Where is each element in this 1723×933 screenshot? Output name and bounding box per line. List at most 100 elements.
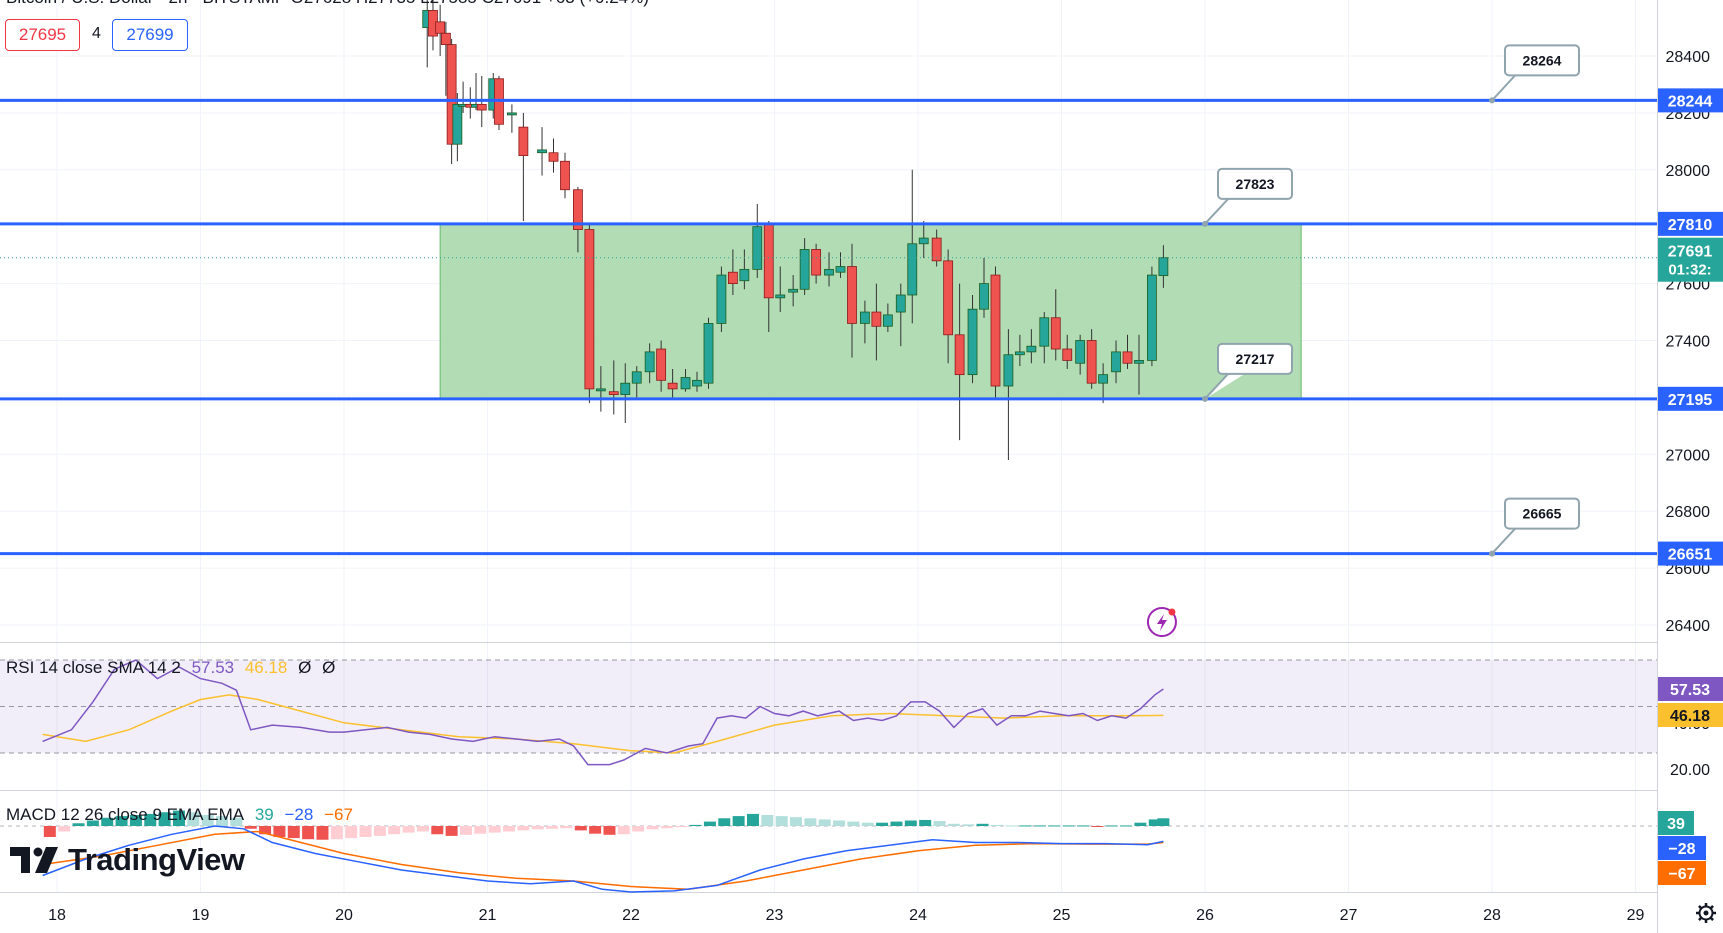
candle-body	[440, 32, 451, 46]
candle-body	[1122, 351, 1133, 364]
macd-histogram-bar	[531, 826, 544, 830]
current-price-tag	[1658, 237, 1723, 282]
macd-legend[interactable]: MACD 12 26 close 9 EMA EMA 39 −28 −67	[6, 805, 359, 825]
macd-histogram-bar	[488, 826, 501, 833]
macd-line	[42, 825, 1164, 893]
candle-body	[703, 323, 714, 384]
tradingview-logo[interactable]: TradingView	[10, 842, 245, 878]
candle-body	[644, 351, 655, 373]
price-callout	[1504, 44, 1580, 77]
candle-body	[667, 382, 678, 390]
candle-body	[967, 308, 978, 376]
macd-histogram-bar	[718, 818, 731, 826]
candle-body	[739, 268, 750, 282]
candle-body	[620, 382, 631, 395]
macd-histogram-bar	[359, 826, 372, 837]
tradingview-logo-icon	[10, 847, 58, 873]
macd-histogram-bar	[72, 823, 85, 826]
level-price-tag-label: 26651	[1668, 547, 1713, 564]
time-tick-label: 22	[622, 907, 640, 924]
candle-body	[716, 274, 727, 324]
macd-histogram-bar	[1019, 825, 1032, 827]
macd-histogram-bar	[560, 826, 573, 829]
notification-dot-icon	[1168, 608, 1176, 616]
candle-body	[907, 243, 918, 296]
level-price-tag-label: 27195	[1668, 392, 1713, 409]
candle-body	[871, 311, 882, 327]
level-price-tag-label: 27810	[1668, 217, 1713, 234]
macd-histogram-bar	[1148, 819, 1161, 826]
candle-body	[882, 314, 893, 327]
time-tick-label: 23	[766, 907, 784, 924]
candle-body	[1039, 317, 1050, 347]
macd-histogram-bar	[388, 826, 401, 835]
time-tick-label: 29	[1627, 907, 1645, 924]
macd-histogram-bar	[1033, 825, 1046, 827]
candle-body	[656, 348, 667, 381]
macd-histogram-bar	[1134, 822, 1147, 826]
candle-body	[1075, 340, 1086, 364]
rsi-sma-tag-label: 46.18	[1670, 708, 1710, 725]
candle-body	[560, 160, 570, 191]
macd-histogram-bar	[230, 817, 243, 826]
candle-body	[1134, 360, 1144, 364]
candle-body	[631, 371, 642, 384]
macd-hist-tag-label: 39	[1667, 816, 1685, 833]
macd-histogram-bar	[1091, 826, 1104, 827]
buy-price-button[interactable]: 27699	[112, 19, 188, 51]
macd-histogram-bar	[617, 826, 630, 835]
candle-body	[1003, 354, 1014, 387]
macd-histogram-bar	[933, 821, 946, 826]
macd-histogram-bar	[1048, 825, 1061, 827]
macd-histogram-bar	[345, 826, 358, 839]
macd-histogram-bar	[172, 810, 185, 826]
macd-histogram-bar	[703, 821, 716, 826]
price-callout	[1217, 342, 1293, 375]
price-callout-label: 28264	[1523, 52, 1562, 68]
price-tick-label: 28000	[1666, 163, 1711, 180]
rsi-legend[interactable]: RSI 14 close SMA 14 2 57.53 46.18 Ø Ø	[6, 658, 341, 678]
macd-histogram-bar	[244, 826, 257, 829]
candle-body	[435, 21, 446, 34]
candle-body	[990, 274, 1001, 387]
sell-price-button[interactable]: 27695	[5, 19, 80, 51]
price-tick-label: 26400	[1666, 618, 1711, 635]
candle-body	[1050, 317, 1061, 350]
gear-icon[interactable]	[1696, 903, 1716, 923]
candle-body	[446, 44, 457, 145]
macd-histogram-bar	[43, 826, 56, 837]
candle-body	[584, 229, 595, 390]
macd-histogram-bar	[201, 815, 214, 826]
time-tick-label: 24	[909, 907, 927, 924]
candle-body	[1098, 374, 1109, 384]
macd-histogram-bar	[646, 826, 659, 830]
macd-histogram-bar	[445, 826, 458, 836]
level-price-tag	[1658, 386, 1723, 411]
macd-legend-title: MACD 12 26 close 9 EMA EMA	[6, 805, 245, 824]
time-tick-label: 20	[335, 907, 353, 924]
rsi-legend-v3: Ø	[298, 658, 312, 677]
price-callout-label: 27217	[1236, 351, 1275, 367]
price-callout	[1504, 497, 1580, 530]
current-price-countdown: 01:32:	[1668, 262, 1711, 279]
macd-histogram-bar	[574, 826, 587, 831]
macd-histogram-bar	[603, 826, 616, 835]
macd-signal-tag	[1658, 861, 1706, 885]
macd-histogram-bar	[790, 817, 803, 826]
candle-body	[752, 226, 763, 270]
candle-body	[824, 268, 834, 276]
macd-histogram-bar	[474, 826, 487, 834]
macd-histogram-bar	[804, 818, 817, 826]
macd-histogram-bar	[115, 816, 128, 826]
macd-hist-tag	[1658, 811, 1694, 835]
macd-histogram-bar	[517, 826, 530, 831]
level-price-tag-label: 28244	[1668, 93, 1713, 110]
price-callout-anchor	[1202, 220, 1208, 227]
macd-histogram-bar	[101, 817, 114, 826]
candle-body	[1026, 345, 1037, 353]
macd-histogram-bar	[1062, 825, 1075, 827]
candle-body	[680, 377, 691, 390]
price-callout	[1217, 167, 1293, 200]
macd-histogram-bar	[144, 813, 157, 826]
